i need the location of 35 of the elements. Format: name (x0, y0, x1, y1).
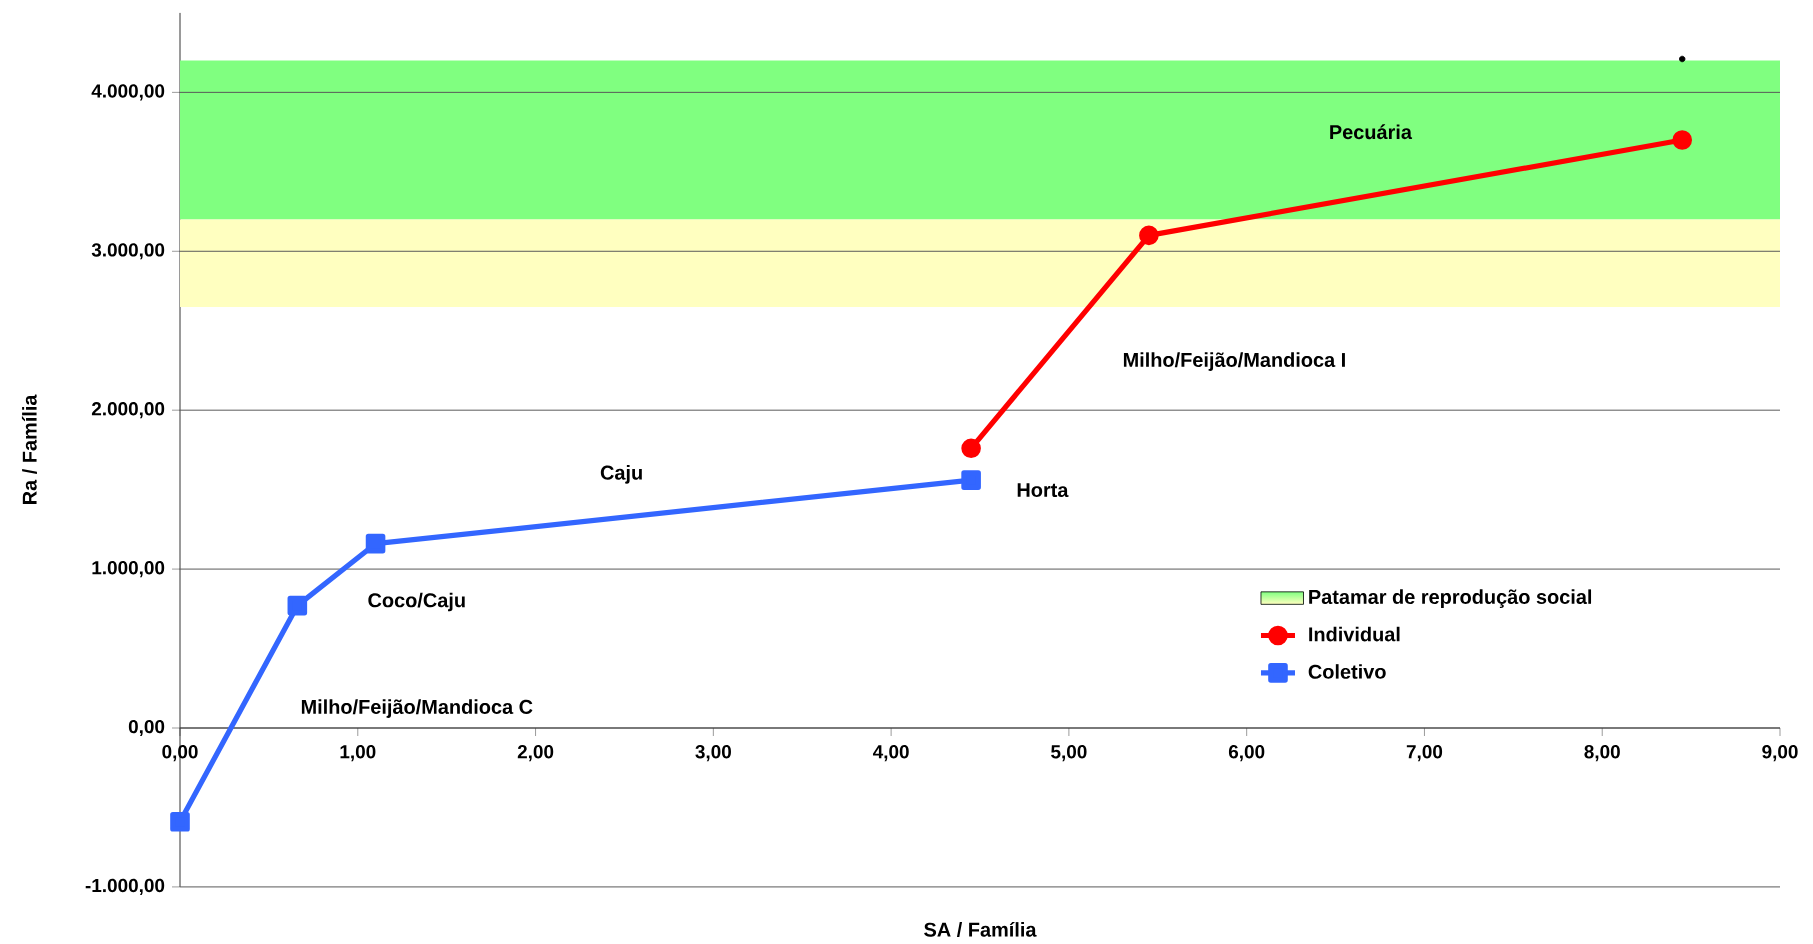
point (1139, 225, 1159, 246)
y-tick-label: -1.000,00 (85, 878, 165, 895)
annotation: Caju (600, 465, 642, 484)
y-tick-label: 4.000,00 (91, 84, 165, 101)
x-tick-label: 9,00 (1762, 745, 1798, 762)
x-tick-label: 2,00 (517, 745, 554, 762)
y-axis-title: Ra / Família (21, 394, 37, 504)
annotation: Pecuária (1330, 124, 1413, 140)
x-tick-label: 8,00 (1584, 745, 1620, 762)
point (961, 438, 981, 459)
annotation: Coco/Caju (368, 592, 465, 612)
point (287, 595, 308, 616)
x-tick-label: 1,00 (340, 745, 376, 762)
x-tick-label: 4,00 (872, 745, 909, 762)
x-tick-label: 6,00 (1228, 745, 1265, 762)
annotation: Milho/Feijão/Mandioca I (1123, 352, 1345, 371)
y-tick-label: 2.000,00 (91, 402, 165, 419)
x-tick-label: 3,00 (695, 745, 731, 762)
legend-label: Patamar de reprodução social (1309, 589, 1592, 608)
y-tick-label: 0,00 (128, 719, 165, 737)
point (170, 811, 190, 832)
legend-label: Coletivo (1308, 664, 1386, 679)
y-tick-label: 1.000,00 (92, 561, 165, 578)
x-tick-label: 7,00 (1406, 745, 1443, 762)
x-axis-title: SA / Família (924, 921, 1037, 937)
y-tick-label: 3.000,00 (91, 243, 165, 260)
point (1672, 130, 1693, 150)
x-tick-label: 0,00 (162, 745, 198, 762)
point (1679, 55, 1686, 63)
annotation: Milho/Feijão/Mandioca C (301, 699, 533, 718)
x-tick-label: 5,00 (1051, 745, 1087, 762)
legend-label: Individual (1309, 626, 1400, 642)
point (365, 533, 386, 554)
annotation: Horta (1017, 483, 1069, 498)
point (961, 470, 981, 490)
